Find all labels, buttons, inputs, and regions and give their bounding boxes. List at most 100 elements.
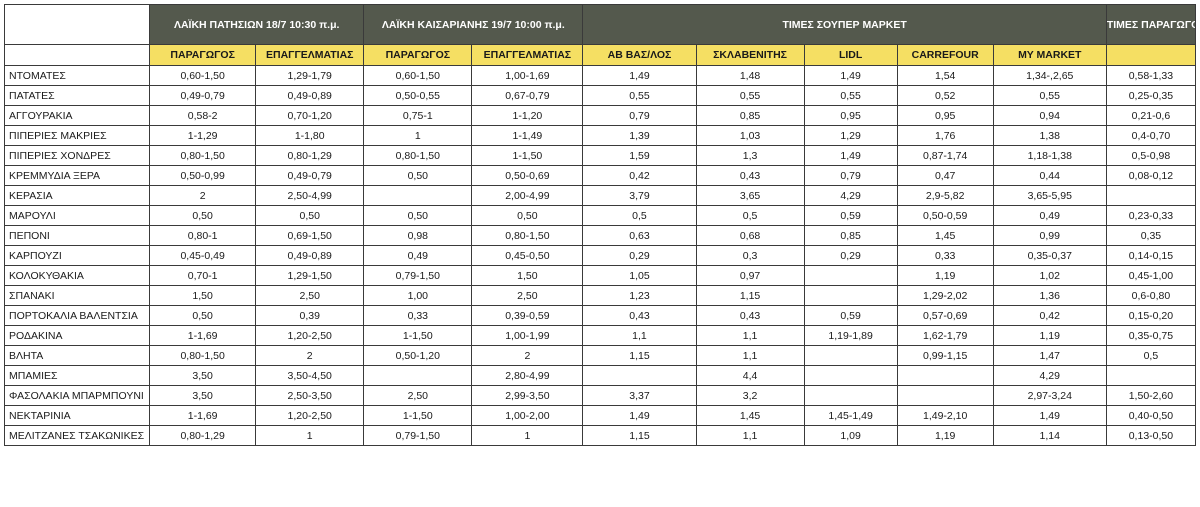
price-cell: 1,36	[992, 285, 1107, 306]
price-cell: 1,00-1,99	[471, 325, 584, 346]
price-cell: 0,49	[992, 205, 1107, 226]
price-cell: 1,3	[695, 145, 805, 166]
price-cell: 3,65	[695, 185, 805, 206]
price-cell: 1,14	[992, 425, 1107, 446]
price-cell: 1,18-1,38	[992, 145, 1107, 166]
column-header-carrefour: CARREFOUR	[896, 44, 994, 66]
price-cell: 0,43	[582, 305, 697, 326]
product-name-cell: ΠΙΠΕΡΙΕΣ ΧΟΝΔΡΕΣ	[3, 145, 151, 166]
price-cell: 1,38	[992, 125, 1107, 146]
price-cell	[896, 385, 994, 406]
price-cell: 1,19	[992, 325, 1107, 346]
product-name-cell: ΣΠΑΝΑΚΙ	[3, 285, 151, 306]
table-row: ΠΙΠΕΡΙΕΣ ΧΟΝΔΡΕΣ 0,80-1,50 0,80-1,29 0,80-1…	[3, 145, 1197, 166]
price-cell: 0,80-1,50	[471, 225, 584, 246]
column-header-ab-vasilopoulos: ΑΒ ΒΑΣ/ΛΟΣ	[582, 44, 697, 66]
table-row: ΚΡΕΜΜΥΔΙΑ ΞΕΡΑ 0,50-0,99 0,49-0,79 0,50 0,50…	[3, 165, 1197, 186]
price-cell: 1,62-1,79	[896, 325, 994, 346]
product-name-cell: ΠΕΠΟΝΙ	[3, 225, 151, 246]
price-cell: 1,45	[896, 225, 994, 246]
price-cell: 1,49	[582, 405, 697, 426]
price-cell: 0,50	[149, 205, 257, 226]
table-row: ΜΑΡΟΥΛΙ 0,50 0,50 0,50 0,50 0,5 0,5 0,59 0,50-0,…	[3, 205, 1197, 226]
price-cell: 0,42	[582, 165, 697, 186]
price-cell: 0,33	[896, 245, 994, 266]
price-cell: 1,00	[363, 285, 473, 306]
table-row: ΠΟΡΤΟΚΑΛΙΑ ΒΑΛΕΝΤΣΙΑ 0,50 0,39 0,33 0,39-0,5…	[3, 305, 1197, 326]
price-cell: 0,3	[695, 245, 805, 266]
price-cell: 2,50-4,99	[255, 185, 365, 206]
price-cell: 1	[471, 425, 584, 446]
price-cell: 0,50	[149, 305, 257, 326]
price-cell: 1,19	[896, 425, 994, 446]
column-header-kaisarianis-producer: ΠΑΡΑΓΩΓΟΣ	[363, 44, 473, 66]
price-cell: 0,23-0,33	[1105, 205, 1197, 226]
price-cell: 1-1,20	[471, 105, 584, 126]
price-cell: 0,79-1,50	[363, 265, 473, 286]
price-cell: 0,70-1	[149, 265, 257, 286]
price-cell: 0,29	[582, 245, 697, 266]
price-cell: 1	[255, 425, 365, 446]
price-cell: 0,39	[255, 305, 365, 326]
table-row: ΚΟΛΟΚΥΘΑΚΙΑ 0,70-1 1,29-1,50 0,79-1,50 1,50 1…	[3, 265, 1197, 286]
price-cell: 1,29-2,02	[896, 285, 994, 306]
product-name-cell: ΝΕΚΤΑΡΙΝΙΑ	[3, 405, 151, 426]
product-name-cell: ΚΟΛΟΚΥΘΑΚΙΑ	[3, 265, 151, 286]
price-cell: 1,09	[803, 425, 898, 446]
price-cell: 0,79	[582, 105, 697, 126]
price-cell: 1,1	[695, 325, 805, 346]
table-row: ΠΕΠΟΝΙ 0,80-1 0,69-1,50 0,98 0,80-1,50 0,63 0,…	[3, 225, 1197, 246]
price-cell: 0,49-0,89	[255, 85, 365, 106]
price-cell: 0,95	[896, 105, 994, 126]
price-cell: 0,59	[803, 205, 898, 226]
price-cell: 1,00-2,00	[471, 405, 584, 426]
price-cell: 2	[149, 185, 257, 206]
price-cell: 0,50-0,69	[471, 165, 584, 186]
price-cell: 0,45-1,00	[1105, 265, 1197, 286]
price-cell	[1105, 185, 1197, 206]
price-cell: 0,59	[803, 305, 898, 326]
price-cell: 2,9-5,82	[896, 185, 994, 206]
group-header-row: ΛΑΪΚΗ ΠΑΤΗΣΙΩΝ 18/7 10:30 π.μ. ΛΑΪΚΗ ΚΑΙ…	[3, 4, 1197, 45]
price-cell: 1,59	[582, 145, 697, 166]
price-cell: 0,58-2	[149, 105, 257, 126]
price-cell: 0,79-1,50	[363, 425, 473, 446]
price-cell: 0,14-0,15	[1105, 245, 1197, 266]
table-row: ΣΠΑΝΑΚΙ 1,50 2,50 1,00 2,50 1,23 1,15 1,29-2,02…	[3, 285, 1197, 306]
price-cell: 0,63	[582, 225, 697, 246]
price-cell: 0,15-0,20	[1105, 305, 1197, 326]
price-cell: 0,50	[363, 205, 473, 226]
price-cell: 1,29-1,79	[255, 65, 365, 86]
price-cell: 1,48	[695, 65, 805, 86]
price-cell: 0,49-0,79	[149, 85, 257, 106]
group-header-laiki-patision: ΛΑΪΚΗ ΠΑΤΗΣΙΩΝ 18/7 10:30 π.μ.	[149, 4, 365, 45]
price-cell: 1,19	[896, 265, 994, 286]
price-cell: 1,1	[695, 425, 805, 446]
product-name-cell: ΚΑΡΠΟΥΖΙ	[3, 245, 151, 266]
price-cell: 2,50	[255, 285, 365, 306]
price-cell: 0,50-0,55	[363, 85, 473, 106]
product-name-cell: ΜΑΡΟΥΛΙ	[3, 205, 151, 226]
price-cell	[896, 365, 994, 386]
price-cell	[803, 345, 898, 366]
price-cell: 1,15	[695, 285, 805, 306]
price-cell: 0,25-0,35	[1105, 85, 1197, 106]
column-header-patision-producer: ΠΑΡΑΓΩΓΟΣ	[149, 44, 257, 66]
price-cell: 0,70-1,20	[255, 105, 365, 126]
price-cell: 2,00-4,99	[471, 185, 584, 206]
group-header-supermarket-prices: ΤΙΜΕΣ ΣΟΥΠΕΡ ΜΑΡΚΕΤ	[582, 4, 1107, 45]
column-header-patision-professional: ΕΠΑΓΓΕΛΜΑΤΙΑΣ	[255, 44, 365, 66]
price-cell: 2,99-3,50	[471, 385, 584, 406]
price-cell: 0,50-0,59	[896, 205, 994, 226]
price-cell	[1105, 365, 1197, 386]
price-cell: 1,29	[803, 125, 898, 146]
price-cell: 0,55	[582, 85, 697, 106]
price-cell: 1,39	[582, 125, 697, 146]
corner-cell-lower	[3, 44, 151, 66]
price-cell: 4,4	[695, 365, 805, 386]
price-cell: 2,50-3,50	[255, 385, 365, 406]
price-cell: 0,75-1	[363, 105, 473, 126]
price-cell: 1,45	[695, 405, 805, 426]
price-cell: 1-1,29	[149, 125, 257, 146]
price-cell: 3,50	[149, 385, 257, 406]
